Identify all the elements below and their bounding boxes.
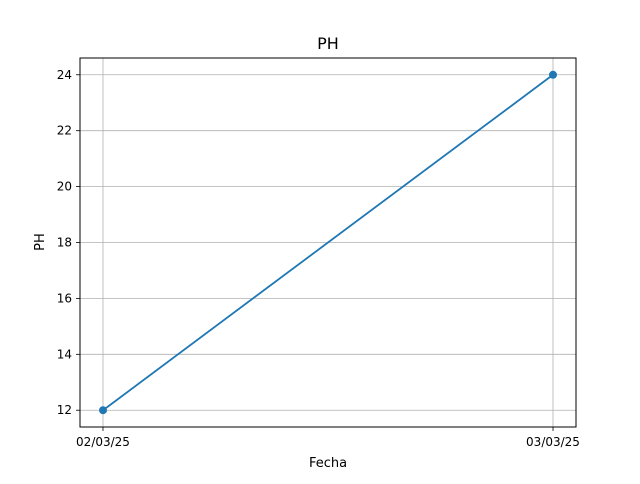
x-tick-label: 02/03/25 — [76, 435, 130, 449]
y-tick-label: 16 — [57, 291, 72, 305]
y-tick-label: 12 — [57, 403, 72, 417]
y-axis-label: PH — [33, 233, 48, 251]
series-layer — [99, 70, 557, 415]
y-tick-label: 18 — [57, 236, 72, 250]
y-tick-label: 24 — [57, 68, 72, 82]
ticks: 02/03/25 03/03/25 12 14 16 18 20 22 24 — [57, 68, 580, 449]
y-tick-label: 20 — [57, 180, 72, 194]
y-tick-label: 22 — [57, 124, 72, 138]
chart-title: PH — [317, 34, 339, 53]
x-axis-label: Fecha — [309, 456, 347, 471]
data-point — [549, 70, 557, 79]
data-point — [99, 406, 107, 415]
y-tick-label: 14 — [57, 347, 72, 361]
series-line — [102, 74, 554, 411]
x-tick-label: 03/03/25 — [526, 435, 580, 449]
